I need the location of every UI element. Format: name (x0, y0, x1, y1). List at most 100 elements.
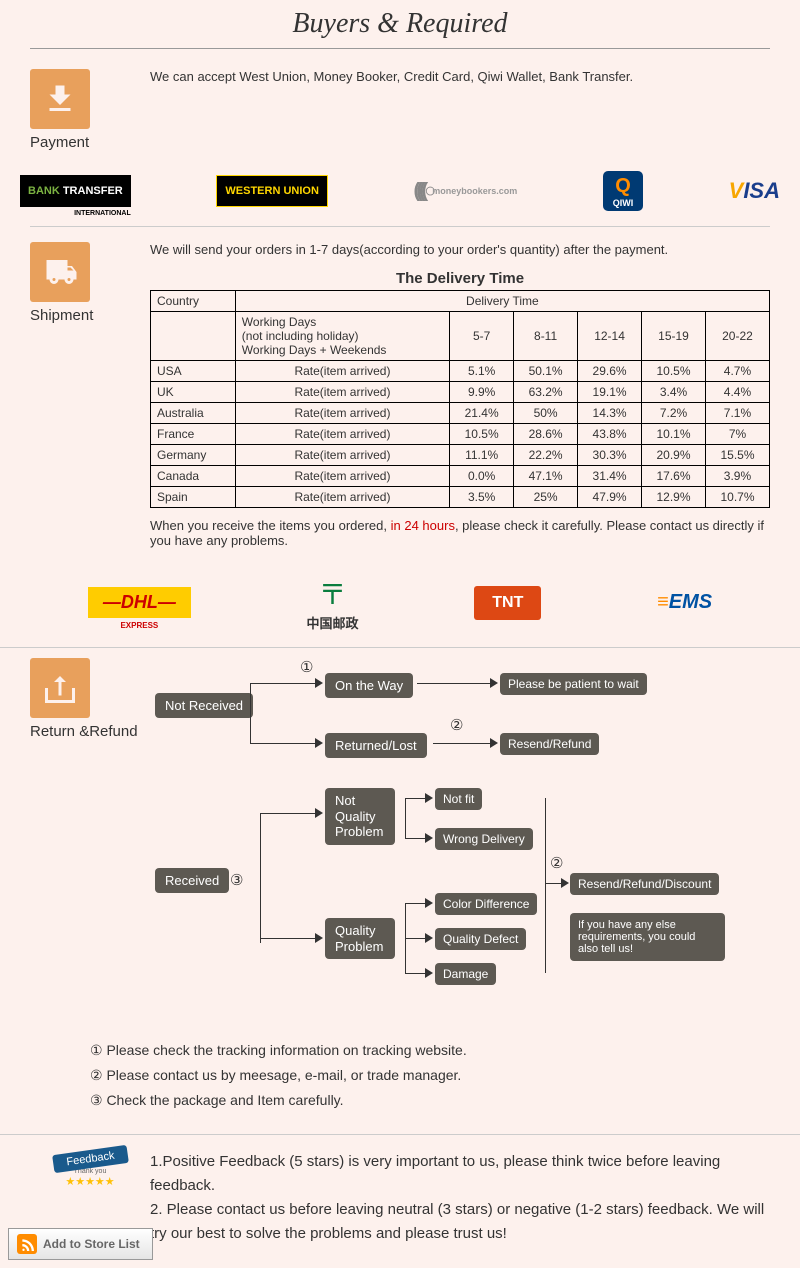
return-notes: ① Please check the tracking information … (30, 1028, 770, 1124)
node-not-fit: Not fit (435, 788, 482, 810)
country-cell: Australia (151, 403, 236, 424)
rate-cell: 10.5% (642, 361, 706, 382)
western-union-logo: WESTERN UNION (216, 175, 328, 207)
shipment-section: Shipment We will send your orders in 1-7… (0, 232, 800, 558)
col-delivery: Delivery Time (235, 291, 769, 312)
rate-cell: 14.3% (578, 403, 642, 424)
shipment-intro: We will send your orders in 1-7 days(acc… (150, 242, 770, 257)
table-title: The Delivery Time (151, 267, 770, 291)
rate-cell: 21.4% (450, 403, 514, 424)
return-note-line: ① Please check the tracking information … (90, 1038, 710, 1063)
country-cell: Germany (151, 445, 236, 466)
rate-cell: 10.1% (642, 424, 706, 445)
rate-cell: 50.1% (514, 361, 578, 382)
shipment-icon (30, 242, 90, 302)
circle-1: ① (300, 658, 313, 676)
rate-cell: 28.6% (514, 424, 578, 445)
node-note: If you have any else requirements, you c… (570, 913, 725, 961)
rate-label-cell: Rate(item arrived) (235, 382, 449, 403)
day-range-cell: 12-14 (578, 312, 642, 361)
rate-cell: 7.1% (705, 403, 769, 424)
rate-cell: 20.9% (642, 445, 706, 466)
col-country: Country (151, 291, 236, 312)
rate-cell: 0.0% (450, 466, 514, 487)
carrier-logos: —DHL—EXPRESS 〒 中国邮政 TNT ≡EMS (0, 558, 800, 647)
payment-section: Payment We can accept West Union, Money … (0, 59, 800, 161)
node-on-way: On the Way (325, 673, 413, 698)
rate-label-cell: Rate(item arrived) (235, 424, 449, 445)
rate-cell: 11.1% (450, 445, 514, 466)
node-color-diff: Color Difference (435, 893, 537, 915)
return-label: Return &Refund (30, 723, 150, 740)
rate-cell: 63.2% (514, 382, 578, 403)
node-damage: Damage (435, 963, 496, 985)
divider (30, 48, 770, 49)
page-title: Buyers & Required (0, 0, 800, 48)
delivery-table: The Delivery Time Country Delivery Time … (150, 267, 770, 508)
rate-cell: 3.9% (705, 466, 769, 487)
feedback-badge-icon: Feedback Thank you ★★★★★ (53, 1150, 128, 1225)
rate-cell: 17.6% (642, 466, 706, 487)
return-section: Return &Refund Not Received Received ③ ①… (0, 647, 800, 1134)
rate-label-cell: Rate(item arrived) (235, 466, 449, 487)
day-range-cell: 15-19 (642, 312, 706, 361)
rate-label-cell: Rate(item arrived) (235, 487, 449, 508)
rss-icon (17, 1234, 37, 1254)
node-patient: Please be patient to wait (500, 673, 647, 695)
day-range-cell: 8-11 (514, 312, 578, 361)
rate-cell: 9.9% (450, 382, 514, 403)
rate-label-cell: Rate(item arrived) (235, 361, 449, 382)
rate-cell: 31.4% (578, 466, 642, 487)
node-received: Received (155, 868, 229, 893)
rate-cell: 47.1% (514, 466, 578, 487)
return-icon (30, 658, 90, 718)
country-cell: Canada (151, 466, 236, 487)
day-range-cell: 5-7 (450, 312, 514, 361)
add-to-store-button[interactable]: Add to Store List (8, 1228, 153, 1260)
rate-cell: 4.7% (705, 361, 769, 382)
payment-icon (30, 69, 90, 129)
rate-cell: 43.8% (578, 424, 642, 445)
rate-label-cell: Rate(item arrived) (235, 445, 449, 466)
rate-cell: 3.5% (450, 487, 514, 508)
rate-cell: 3.4% (642, 382, 706, 403)
country-cell: Spain (151, 487, 236, 508)
ems-logo: ≡EMS (657, 591, 712, 614)
rate-cell: 19.1% (578, 382, 642, 403)
country-cell: USA (151, 361, 236, 382)
rate-cell: 25% (514, 487, 578, 508)
rate-cell: 7.2% (642, 403, 706, 424)
rate-cell: 10.5% (450, 424, 514, 445)
warning-text: When you receive the items you ordered, … (150, 518, 770, 548)
flow-diagram: Not Received Received ③ ① On the Way Ret… (150, 658, 770, 1028)
circle-2b: ② (550, 854, 563, 872)
node-returned: Returned/Lost (325, 733, 427, 758)
rate-cell: 30.3% (578, 445, 642, 466)
rate-cell: 12.9% (642, 487, 706, 508)
moneybookers-logo: ((((○ moneybookers.com (414, 175, 518, 207)
node-quality-defect: Quality Defect (435, 928, 526, 950)
shipment-label: Shipment (30, 307, 150, 324)
circle-2a: ② (450, 716, 463, 734)
china-post-logo: 〒 中国邮政 (307, 573, 359, 632)
dhl-logo: —DHL—EXPRESS (88, 587, 191, 618)
rate-cell: 5.1% (450, 361, 514, 382)
rate-cell: 10.7% (705, 487, 769, 508)
tnt-logo: TNT (474, 586, 541, 620)
visa-logo: VISA (729, 175, 780, 207)
node-not-received: Not Received (155, 693, 253, 718)
country-cell: UK (151, 382, 236, 403)
rate-cell: 7% (705, 424, 769, 445)
node-resend-refund: Resend/Refund (500, 733, 599, 755)
return-note-line: ② Please contact us by meesage, e-mail, … (90, 1063, 710, 1088)
rate-cell: 22.2% (514, 445, 578, 466)
return-note-line: ③ Check the package and Item carefully. (90, 1088, 710, 1113)
node-not-quality: Not Quality Problem (325, 788, 395, 845)
working-days-header: Working Days (not including holiday) Wor… (235, 312, 449, 361)
payment-label: Payment (30, 134, 150, 151)
rate-cell: 50% (514, 403, 578, 424)
country-cell: France (151, 424, 236, 445)
rate-cell: 29.6% (578, 361, 642, 382)
rate-cell: 15.5% (705, 445, 769, 466)
bank-transfer-logo: BANK TRANSFER INTERNATIONAL (20, 175, 131, 207)
